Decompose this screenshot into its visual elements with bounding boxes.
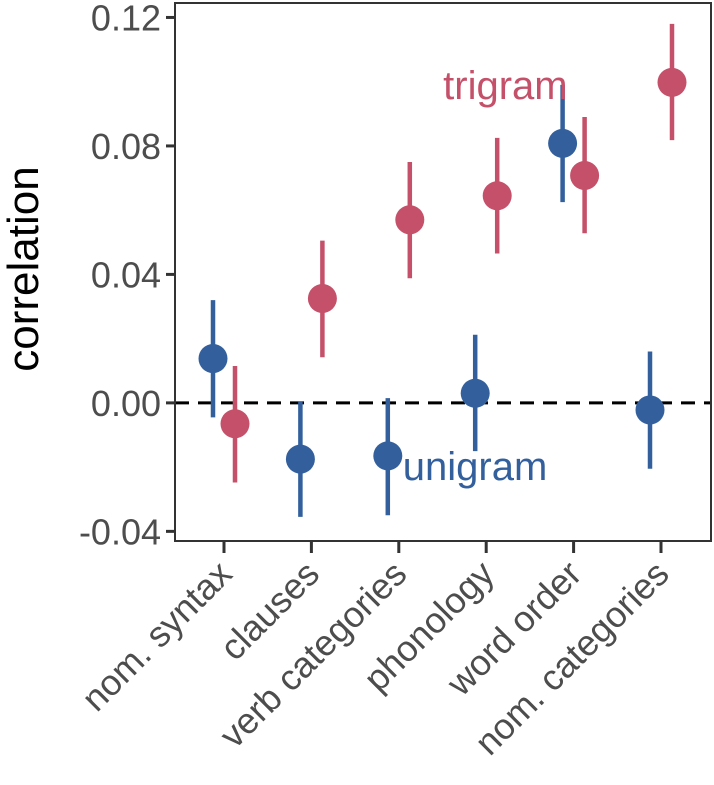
series-trigram [220,23,687,483]
trigram-series-label: trigram [443,64,567,108]
y-tick-label: 0.00 [91,383,161,424]
trigram-point [570,160,600,190]
trigram-point [395,205,425,235]
series-unigram [198,84,665,517]
trigram-point [220,409,250,439]
y-tick-label: 0.04 [91,254,161,295]
unigram-point [285,444,315,474]
trigram-point [657,67,687,97]
y-axis-label: correlation [0,166,48,371]
trigram-point [482,181,512,211]
unigram-point [548,128,578,158]
unigram-series-label: unigram [403,445,548,489]
plot-layer: unigram trigram [175,23,711,517]
unigram-point [460,378,490,408]
trigram-point [307,283,337,313]
plot-panel-border [174,2,712,542]
unigram-point [635,395,665,425]
y-tick-label: 0.12 [91,0,161,38]
unigram-point [373,441,403,471]
y-tick-label: -0.04 [79,511,161,552]
y-tick-label: 0.08 [91,126,161,167]
unigram-point [198,344,228,374]
